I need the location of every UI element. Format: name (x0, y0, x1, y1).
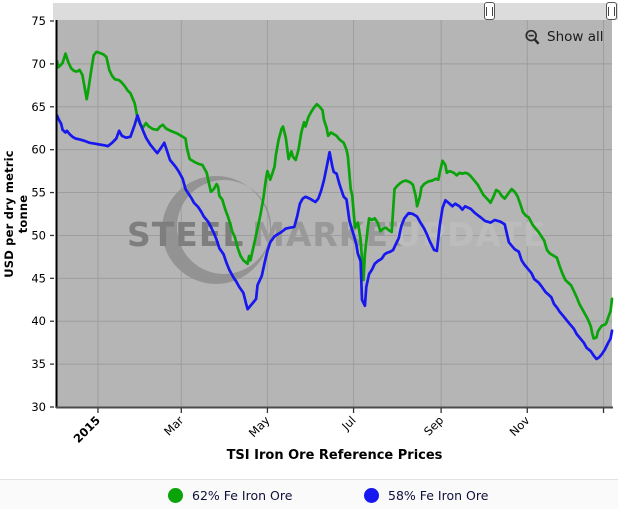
y-tick-label: 65 (31, 100, 46, 114)
x-tick-label: Sep (421, 413, 446, 438)
y-tick-label: 35 (31, 357, 46, 371)
y-tick-label: 55 (31, 186, 46, 200)
watermark-word: UPDATE (394, 215, 546, 254)
watermark-word: STEEL (127, 215, 244, 254)
show-all-label: Show all (547, 29, 604, 45)
series-line-62-fe (55, 50, 614, 340)
y-axis-title: USD per dry metric tonne (2, 150, 30, 278)
grip-icon (608, 6, 615, 16)
x-tick-label: Mar (161, 413, 186, 438)
scrollbar-handle-left[interactable] (484, 2, 495, 20)
grip-icon (486, 6, 493, 16)
x-tick-label: May (246, 413, 273, 440)
legend-marker-58-fe (364, 487, 379, 503)
legend-item-58-fe[interactable]: 58% Fe Iron Ore (364, 480, 488, 509)
x-tick-label: Jul (338, 413, 358, 433)
y-tick-label: 70 (31, 57, 46, 71)
x-tick-label: 2015 (71, 413, 104, 446)
y-tick-label: 50 (31, 228, 46, 242)
y-tick-label: 30 (31, 400, 46, 414)
legend-marker-62-fe (168, 487, 183, 503)
zoom-out-icon (525, 29, 540, 45)
chart-title: TSI Iron Ore Reference Prices (226, 448, 443, 463)
series-line-58-fe (55, 114, 614, 361)
y-tick-label: 75 (31, 14, 46, 28)
y-tick-label: 60 (31, 143, 46, 157)
scrollbar-track[interactable] (53, 2, 618, 20)
plot-background[interactable] (57, 20, 612, 407)
y-tick-label: 40 (31, 314, 46, 328)
scrollbar-handle-right[interactable] (606, 2, 617, 20)
price-chart-plot[interactable]: STEEL MARKETUPDATE30354045505560657075201… (0, 0, 618, 479)
y-tick-label: 45 (31, 271, 46, 285)
x-tick-label: Nov (507, 413, 533, 439)
legend-label-62-fe: 62% Fe Iron Ore (192, 487, 293, 503)
legend-label-58-fe: 58% Fe Iron Ore (388, 487, 489, 503)
show-all-button[interactable]: Show all (524, 26, 604, 48)
legend-item-62-fe[interactable]: 62% Fe Iron Ore (168, 480, 292, 509)
legend: 62% Fe Iron Ore 58% Fe Iron Ore (0, 479, 618, 509)
